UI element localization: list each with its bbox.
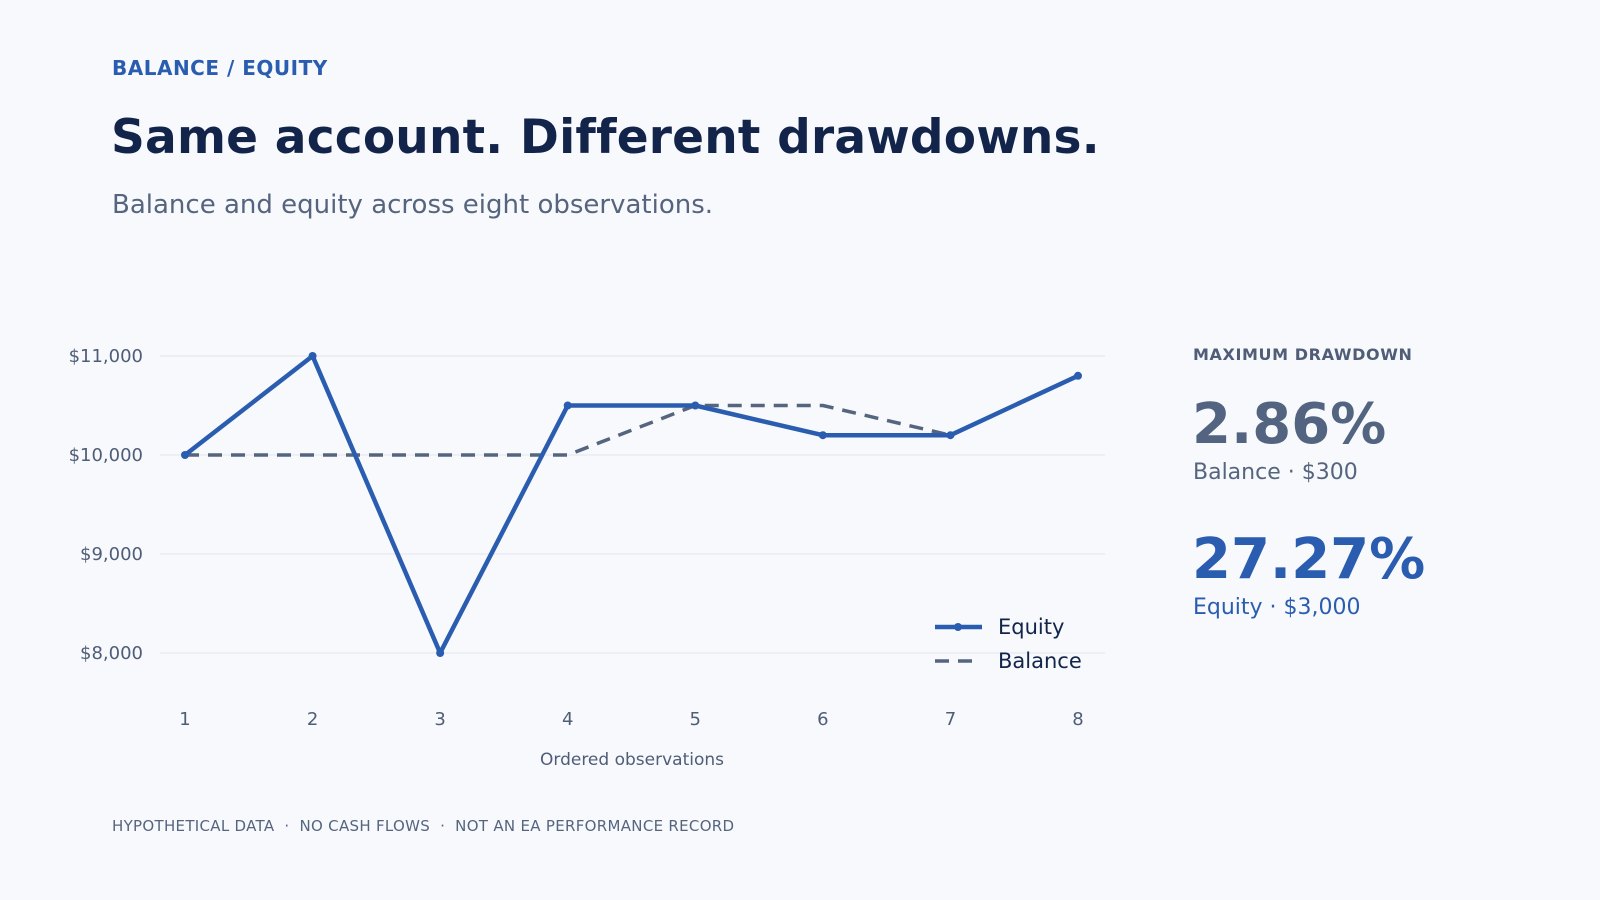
- x-tick-label: 8: [1072, 709, 1083, 730]
- x-tick-label: 2: [307, 709, 318, 730]
- y-axis-ticks: $8,000 $9,000 $10,000 $11,000: [69, 346, 143, 664]
- y-tick-label: $9,000: [80, 544, 143, 565]
- footer-disclaimer: HYPOTHETICAL DATA · NO CASH FLOWS · NOT AN E…: [112, 817, 734, 835]
- footer-item: HYPOTHETICAL DATA: [112, 817, 275, 835]
- footer-item: NOT AN EA PERFORMANCE RECORD: [455, 817, 735, 835]
- equity-line: [182, 353, 1081, 656]
- equity-point: [1074, 371, 1082, 380]
- series-layer: [181, 352, 1082, 657]
- page-subtitle: Balance and equity across eight observat…: [112, 190, 714, 220]
- equity-point: [946, 431, 955, 440]
- legend-balance-label: Balance: [998, 649, 1082, 673]
- y-tick-label: $11,000: [69, 346, 143, 367]
- legend-equity-label: Equity: [998, 615, 1064, 639]
- x-tick-label: 3: [434, 709, 445, 730]
- x-axis-ticks: 1 2 3 4 5 6 7 8: [179, 709, 1083, 730]
- x-axis-label: Ordered observations: [540, 750, 724, 770]
- balance-line: [185, 374, 1079, 457]
- grid-layer: [160, 355, 1105, 654]
- equity-point: [436, 649, 445, 657]
- eyebrow: BALANCE / EQUITY: [112, 56, 328, 80]
- equity-point: [563, 401, 572, 410]
- footer-item: NO CASH FLOWS: [299, 817, 431, 835]
- equity-drawdown-amount: Equity · $3,000: [1193, 595, 1361, 620]
- x-tick-label: 6: [817, 709, 828, 730]
- max-drawdown-label: MAXIMUM DRAWDOWN: [1193, 345, 1413, 364]
- y-tick-label: $8,000: [80, 643, 143, 664]
- balance-drawdown-percent: 2.86%: [1192, 392, 1387, 457]
- x-tick-label: 7: [945, 709, 956, 730]
- equity-point: [691, 401, 700, 410]
- equity-point: [181, 451, 189, 459]
- legend-equity-marker: [954, 623, 962, 631]
- balance-drawdown-amount: Balance · $300: [1193, 460, 1358, 485]
- y-tick-label: $10,000: [69, 445, 143, 466]
- footer-separator: ·: [284, 817, 290, 835]
- equity-point: [818, 431, 827, 440]
- legend: Equity Balance: [935, 615, 1082, 673]
- x-tick-label: 1: [179, 709, 190, 730]
- footer-separator: ·: [440, 817, 446, 835]
- x-tick-label: 5: [690, 709, 701, 730]
- equity-point: [308, 352, 317, 360]
- x-tick-label: 4: [562, 709, 573, 730]
- page-title: Same account. Different drawdowns.: [111, 110, 1100, 165]
- equity-drawdown-percent: 27.27%: [1192, 527, 1426, 592]
